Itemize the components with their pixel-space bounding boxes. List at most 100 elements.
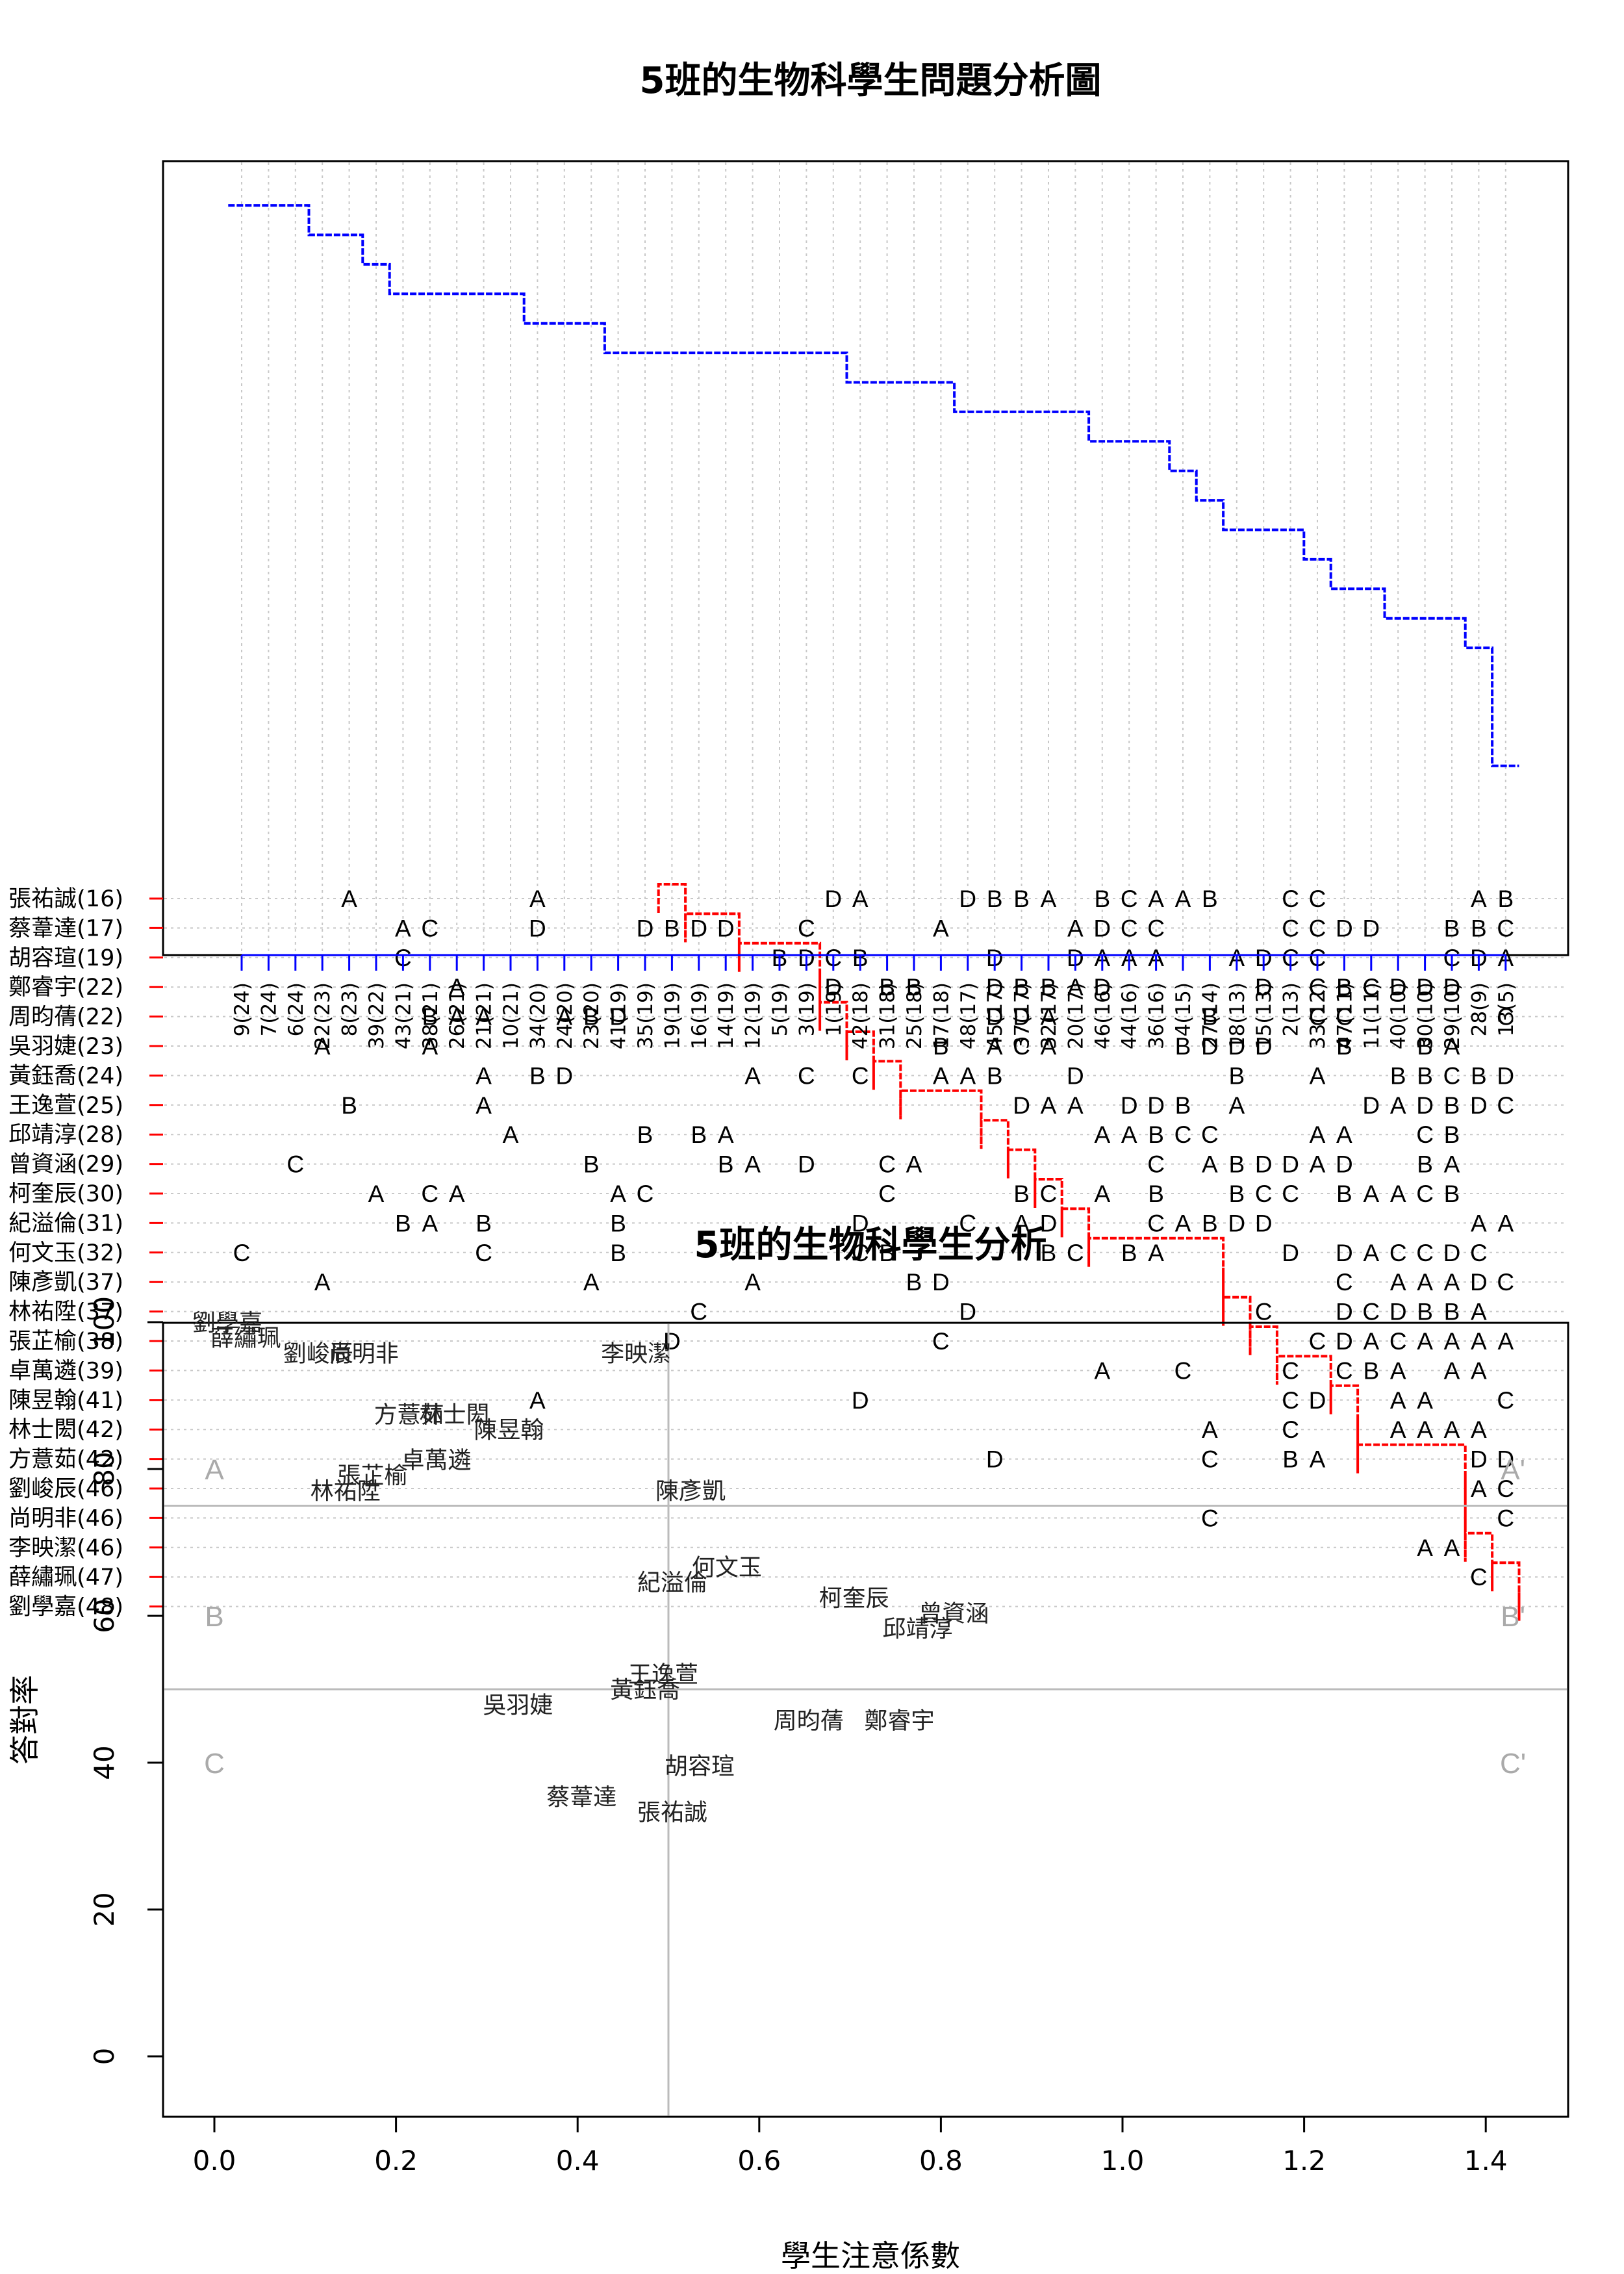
chart1-steps xyxy=(228,204,1521,1621)
answer-mark: A xyxy=(1067,974,1084,1001)
student-label: 王逸萱(25) xyxy=(8,1093,123,1119)
answer-mark: B xyxy=(664,915,680,941)
x-tick-label: 0.6 xyxy=(737,2145,781,2177)
answer-mark: D xyxy=(959,1299,976,1325)
answer-mark: A xyxy=(718,1121,734,1148)
x-tick-label: 0.2 xyxy=(374,2145,418,2177)
answer-mark: D xyxy=(959,886,976,912)
student-point-label: 邱靖淳 xyxy=(882,1616,952,1642)
answer-mark: A xyxy=(476,1062,492,1089)
answer-mark: C xyxy=(1336,1269,1353,1296)
student-point-label: 鄭睿宇 xyxy=(865,1707,935,1734)
question-label: 44(16) xyxy=(1118,982,1141,1049)
student-label: 曾資涵(29) xyxy=(8,1152,123,1178)
x-tick-label: 0.8 xyxy=(919,2145,963,2177)
question-label: 27(14) xyxy=(1199,982,1222,1049)
answer-mark: C xyxy=(1309,974,1326,1001)
answer-mark: A xyxy=(1202,1151,1218,1178)
answer-mark: D xyxy=(824,974,842,1001)
answer-mark: B xyxy=(1148,1121,1164,1148)
student-label: 邱靖淳(28) xyxy=(8,1122,123,1148)
student-label: 何文玉(32) xyxy=(8,1240,123,1266)
student-label: 林士閎(42) xyxy=(8,1417,123,1443)
answer-mark: D xyxy=(1093,915,1111,941)
answer-mark: C xyxy=(959,1210,976,1236)
answer-mark: C xyxy=(1013,1033,1030,1060)
answer-mark: B xyxy=(341,1092,357,1119)
student-point-label: 王逸萱 xyxy=(628,1661,698,1688)
student-point-label: 薛繡珮 xyxy=(210,1325,281,1352)
student-label: 胡容瑄(19) xyxy=(8,945,123,971)
answer-mark: D xyxy=(1362,1092,1380,1119)
question-label: 37(17) xyxy=(1011,982,1034,1049)
answer-mark: B xyxy=(1444,1299,1460,1325)
question-label: 24(20) xyxy=(553,982,577,1049)
answer-mark: B xyxy=(691,1121,707,1148)
answer-mark: C xyxy=(1121,886,1138,912)
question-label: 11(11) xyxy=(1360,982,1384,1049)
question-label: 25(18) xyxy=(903,982,926,1049)
answer-mark: D xyxy=(1282,1151,1299,1178)
student-point-label: 胡容瑄 xyxy=(665,1754,735,1780)
answer-mark: A xyxy=(314,1033,331,1060)
question-label: 32(17) xyxy=(1037,982,1061,1049)
x-tick-label: 1.2 xyxy=(1282,2145,1326,2177)
y-tick-label: 60 xyxy=(88,1598,120,1633)
answer-mark: A xyxy=(1417,1269,1433,1296)
answer-mark: C xyxy=(1416,1181,1434,1207)
x-tick-label: 0.4 xyxy=(556,2145,600,2177)
question-label: 33(12) xyxy=(1306,982,1330,1049)
answer-mark: B xyxy=(1444,1181,1460,1207)
question-label: 21(21) xyxy=(473,982,496,1049)
answer-mark: B xyxy=(1336,1181,1352,1207)
quadrant-label: A' xyxy=(1501,1454,1525,1486)
answer-mark: B xyxy=(583,1151,600,1178)
answer-mark: D xyxy=(1013,1092,1030,1119)
answer-mark: D xyxy=(1470,1269,1488,1296)
y-tick-label: 40 xyxy=(88,1745,120,1780)
question-label: 26(21) xyxy=(446,982,469,1049)
answer-mark: A xyxy=(1390,1269,1406,1296)
answer-mark: A xyxy=(987,1033,1003,1060)
answer-mark: D xyxy=(1255,1210,1273,1236)
answer-mark: A xyxy=(1067,915,1084,941)
answer-mark: B xyxy=(1202,1210,1218,1236)
chart2-xlabel: 學生注意係數 xyxy=(781,2238,960,2273)
answer-mark: D xyxy=(663,1328,681,1355)
answer-mark: A xyxy=(1471,1210,1487,1236)
answer-mark: C xyxy=(1497,1387,1514,1414)
answer-mark: A xyxy=(959,1062,976,1089)
answer-mark: C xyxy=(1389,1328,1407,1355)
question-label: 18(13) xyxy=(1226,982,1249,1049)
answer-mark: C xyxy=(1497,1476,1514,1502)
chart2-title: 5班的生物科學生分析 xyxy=(694,1224,1047,1266)
answer-mark: D xyxy=(1121,1092,1138,1119)
answer-mark: C xyxy=(1309,915,1326,941)
chart1-frame xyxy=(162,160,1569,956)
answer-mark: B xyxy=(1444,1121,1460,1148)
answer-mark: B xyxy=(1175,1033,1191,1060)
answer-mark: D xyxy=(609,1004,627,1030)
answer-mark: A xyxy=(1471,1357,1487,1384)
question-label: 28(9) xyxy=(1467,982,1491,1036)
answer-mark: A xyxy=(1363,1240,1379,1266)
student-label: 劉學嘉(48) xyxy=(8,1594,123,1620)
answer-mark: A xyxy=(449,1004,465,1030)
answer-mark: C xyxy=(1443,1062,1461,1089)
answer-mark: B xyxy=(1202,886,1218,912)
student-point-label: 張芷榆 xyxy=(338,1463,408,1489)
question-label: 9(24) xyxy=(231,982,254,1036)
question-label: 17(18) xyxy=(930,982,953,1049)
answer-mark: B xyxy=(637,1121,653,1148)
question-label: 15(13) xyxy=(1252,982,1276,1049)
answer-mark: A xyxy=(1310,1446,1326,1473)
answer-mark: C xyxy=(852,1240,869,1266)
student-label: 尚明非(46) xyxy=(8,1505,123,1531)
answer-mark: C xyxy=(852,1062,869,1089)
answer-mark: D xyxy=(1201,1033,1219,1060)
answer-mark: A xyxy=(1310,1062,1326,1089)
answer-mark: B xyxy=(1444,1092,1460,1119)
question-label: 14(19) xyxy=(715,982,738,1049)
answer-mark: B xyxy=(1497,886,1514,912)
answer-mark: A xyxy=(1444,1535,1460,1561)
